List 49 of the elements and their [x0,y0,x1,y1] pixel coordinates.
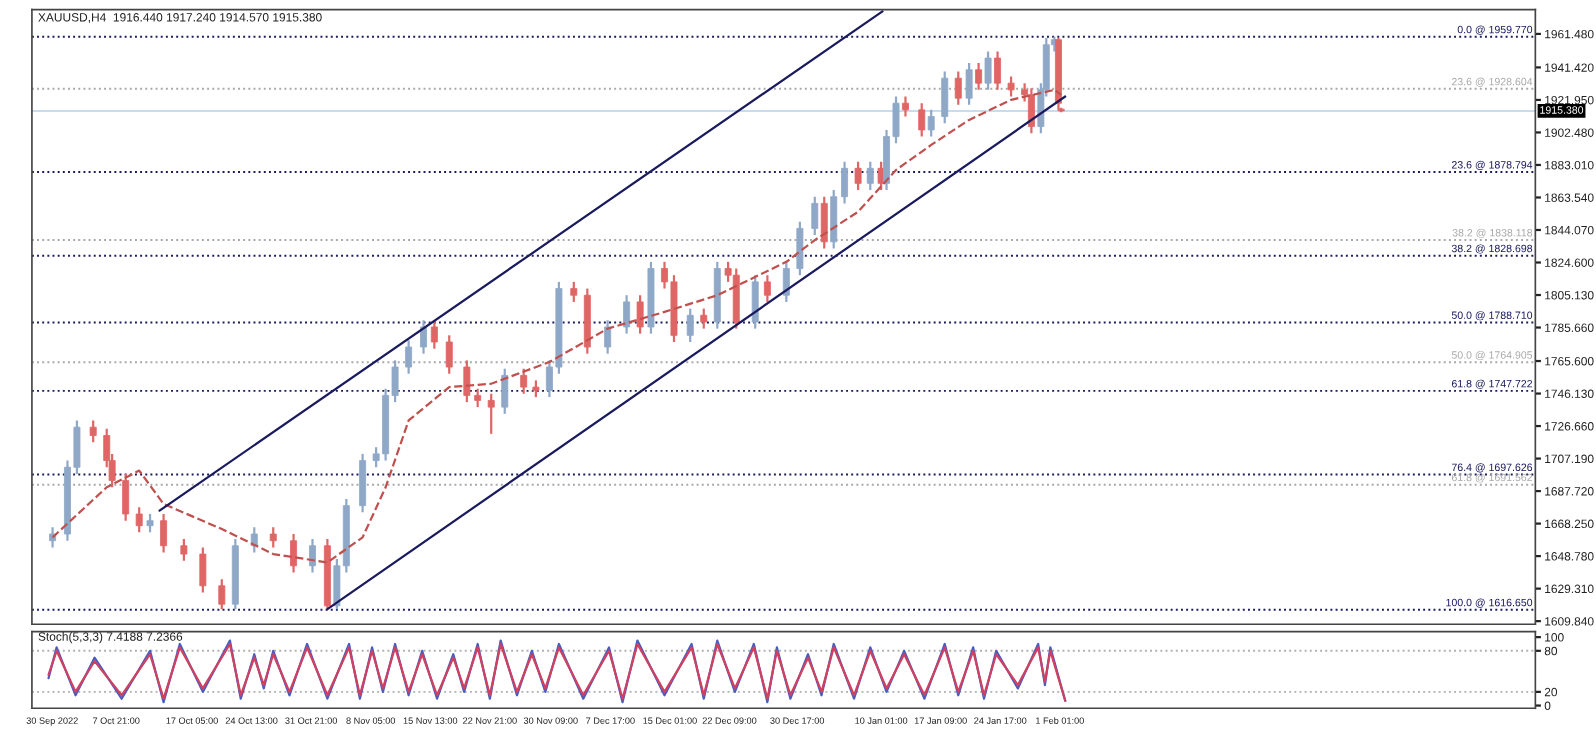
candlestick [751,274,759,330]
candlestick [918,102,926,138]
candlestick [122,472,130,522]
candlestick [841,160,849,205]
candlestick [250,526,258,554]
candlestick [359,452,367,514]
candlestick [811,195,819,237]
candlestick [902,95,909,118]
candlestick [1007,75,1015,98]
candlestick [218,578,226,611]
candlestick [700,307,708,330]
candlestick [984,50,992,91]
candlestick [965,62,973,106]
candlestick [820,195,828,250]
candlestick [763,274,771,304]
candlestick [796,220,804,277]
candlestick [49,526,57,549]
candlestick [854,160,862,192]
candlestick [146,512,154,534]
candlestick [199,546,207,594]
candlestick [686,307,694,344]
candlestick [623,294,631,335]
candlestick [975,62,983,91]
candlestick [89,419,97,444]
candlestick [430,319,438,350]
candlestick [941,70,949,125]
candlestick [445,334,453,375]
candlestick [405,339,413,375]
candlestick [1027,87,1035,135]
candlestick [994,50,1002,91]
candlestick [269,526,277,549]
candlestick [604,319,612,355]
candlestick [570,280,578,304]
candlestick [866,160,874,192]
candlestick [782,260,790,304]
candlestick [732,267,740,330]
candlestick [520,367,528,395]
candlestick [487,392,495,435]
candlestick [830,188,838,250]
candlestick [135,506,143,534]
candlestick [954,70,962,106]
candlestick [501,367,509,415]
candlestick [636,294,644,335]
candlestick [290,532,298,574]
candlestick [927,108,935,138]
candlestick [420,319,427,355]
candlestick [309,537,316,574]
candlestick [180,537,188,562]
candlestick [160,512,168,554]
